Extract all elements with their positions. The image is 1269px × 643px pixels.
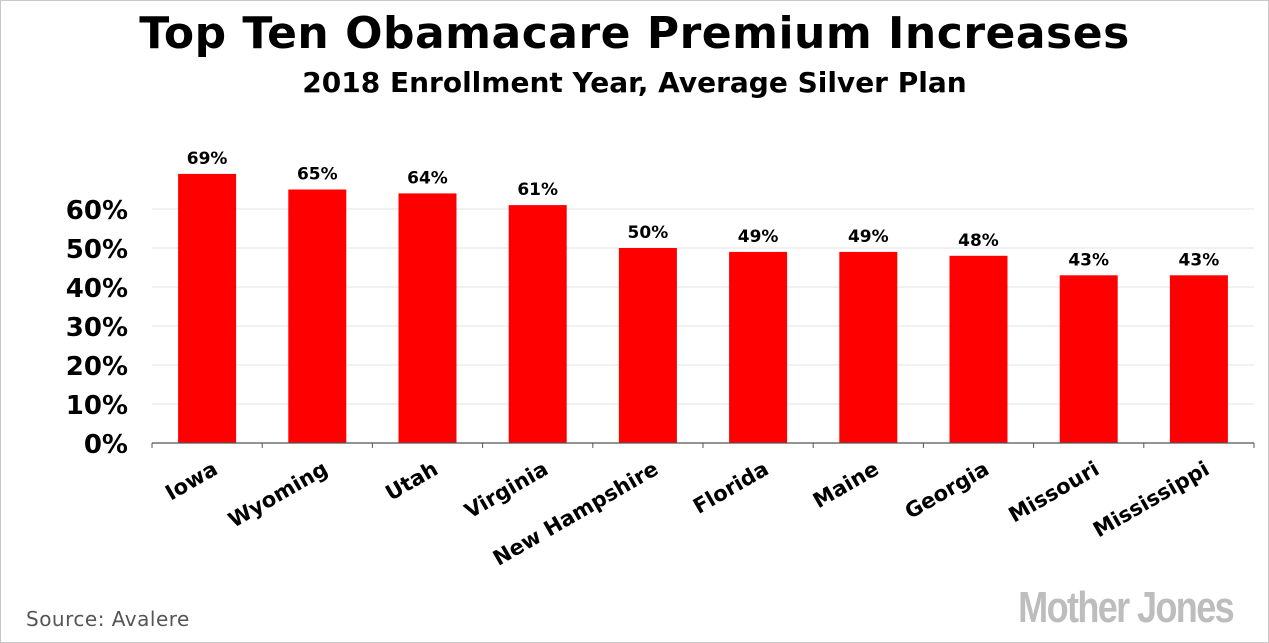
bar-value-label: 48%	[958, 231, 999, 251]
bar-value-label: 43%	[1179, 250, 1220, 270]
bar-value-label: 43%	[1068, 250, 1109, 270]
x-tick-label: Mississippi	[1089, 457, 1213, 543]
bar	[1059, 275, 1118, 443]
bar	[729, 251, 788, 443]
x-tick-label: Missouri	[1005, 457, 1104, 528]
bar	[1169, 275, 1228, 443]
bar-value-label: 69%	[187, 149, 228, 169]
x-tick-label: Utah	[381, 457, 442, 506]
bar	[178, 173, 237, 443]
bar-value-label: 50%	[628, 223, 669, 243]
x-tick-label: Wyoming	[224, 457, 332, 533]
bar	[398, 193, 457, 443]
chart-title: Top Ten Obamacare Premium Increases	[139, 8, 1130, 59]
bar-value-label: 49%	[738, 227, 779, 247]
x-tick-label: Florida	[689, 457, 773, 519]
bar	[508, 205, 567, 443]
bar	[949, 255, 1008, 443]
bar-value-label: 49%	[848, 227, 889, 247]
bar	[288, 189, 347, 443]
y-tick-label: 60%	[66, 196, 128, 226]
bar-value-label: 61%	[517, 180, 558, 200]
bar-value-label: 64%	[407, 168, 448, 188]
x-tick-label: Iowa	[161, 457, 221, 506]
source-note: Source: Avalere	[26, 607, 190, 631]
bar-value-label: 65%	[297, 165, 338, 185]
bar	[618, 248, 677, 443]
y-tick-label: 10%	[66, 391, 128, 421]
bar	[839, 251, 898, 443]
x-tick-label: Maine	[809, 457, 883, 514]
mother-jones-logo: Mother Jones	[1018, 583, 1235, 632]
y-tick-label: 0%	[84, 430, 128, 460]
y-tick-label: 40%	[66, 274, 128, 304]
y-tick-label: 30%	[66, 313, 128, 343]
chart-subtitle: 2018 Enrollment Year, Average Silver Pla…	[302, 66, 967, 99]
x-tick-label: Georgia	[901, 457, 993, 524]
y-tick-label: 50%	[66, 235, 128, 265]
y-tick-label: 20%	[66, 352, 128, 382]
x-tick-label: Virginia	[461, 457, 553, 524]
